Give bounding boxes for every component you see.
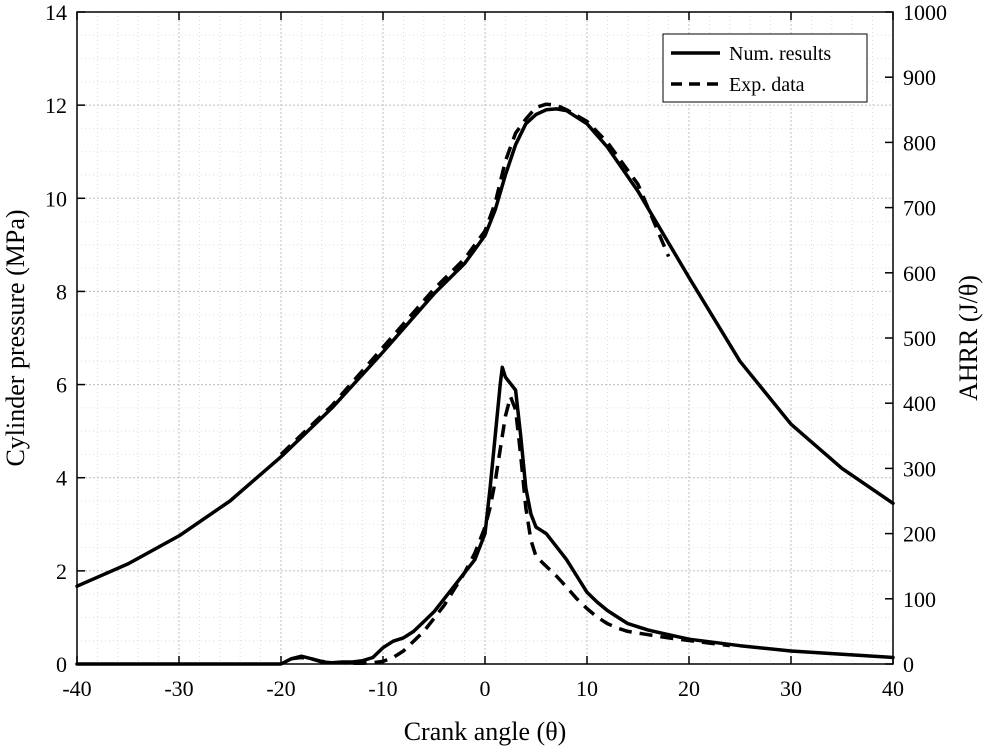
series-line-exp-data-cylinder-pressure — [279, 102, 671, 456]
y-right-tick-label: 1000 — [903, 0, 947, 25]
y-left-tick-label: 2 — [56, 559, 67, 584]
y-right-tick-label: 400 — [903, 391, 936, 416]
x-tick-label: 0 — [480, 676, 491, 701]
x-tick-label: 10 — [576, 676, 598, 701]
x-tick-label: 20 — [678, 676, 700, 701]
y-right-tick-label: 200 — [903, 522, 936, 547]
y-left-tick-label: 4 — [56, 466, 67, 491]
x-tick-label: 40 — [882, 676, 904, 701]
y-right-tick-label: 900 — [903, 65, 936, 90]
x-tick-label: -40 — [62, 676, 91, 701]
y-right-tick-label: 0 — [903, 652, 914, 677]
y-axis-label-right: AHRR (J/θ) — [954, 275, 983, 401]
y-left-tick-label: 6 — [56, 373, 67, 398]
series-line-num-results-ahrr — [75, 365, 895, 666]
y-right-tick-label: 600 — [903, 261, 936, 286]
x-tick-label: -10 — [368, 676, 397, 701]
y-left-tick-label: 10 — [45, 186, 67, 211]
legend: Num. results Exp. data — [662, 33, 868, 103]
y-right-tick-label: 100 — [903, 587, 936, 612]
grid — [77, 12, 893, 664]
series-lines — [75, 102, 895, 666]
legend-box — [662, 33, 868, 103]
series-line-exp-data-ahrr — [290, 394, 731, 666]
y-right-tick-label: 800 — [903, 130, 936, 155]
x-axis-label: Crank angle (θ) — [404, 717, 567, 746]
y-axis-label-left: Cylinder pressure (MPa) — [1, 209, 30, 466]
y-right-tick-label: 700 — [903, 196, 936, 221]
y-right-tick-label: 300 — [903, 456, 936, 481]
x-tick-label: 30 — [780, 676, 802, 701]
y-left-tick-label: 12 — [45, 93, 67, 118]
tick-labels: -40 -30 -20 -10 0 10 20 30 400246810121401002003… — [45, 0, 947, 701]
legend-label-num-results: Num. results — [729, 43, 831, 65]
y-left-tick-label: 14 — [45, 0, 67, 25]
legend-label-exp-data: Exp. data — [729, 74, 805, 96]
x-tick-label: -20 — [266, 676, 295, 701]
y-left-tick-label: 0 — [56, 652, 67, 677]
y-left-tick-label: 8 — [56, 279, 67, 304]
tick-marks — [76, 11, 894, 665]
y-right-tick-label: 500 — [903, 326, 936, 351]
x-tick-label: -30 — [164, 676, 193, 701]
